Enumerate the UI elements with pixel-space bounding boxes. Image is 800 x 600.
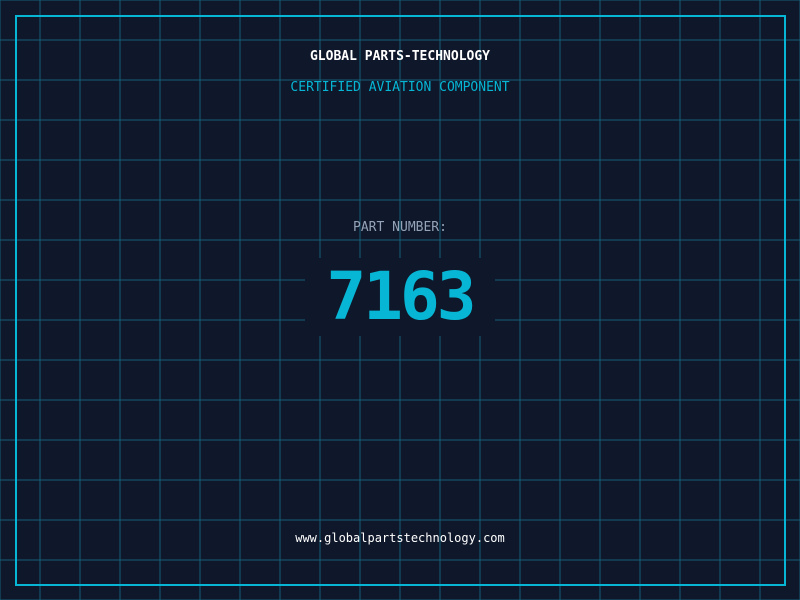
subtitle: CERTIFIED AVIATION COMPONENT xyxy=(290,80,510,95)
website-url: www.globalpartstechnology.com xyxy=(295,531,505,545)
border-frame xyxy=(15,15,786,586)
company-title: GLOBAL PARTS-TECHNOLOGY xyxy=(309,49,490,64)
part-number: 7163 xyxy=(305,258,495,336)
part-number-label: PART NUMBER: xyxy=(353,220,447,235)
